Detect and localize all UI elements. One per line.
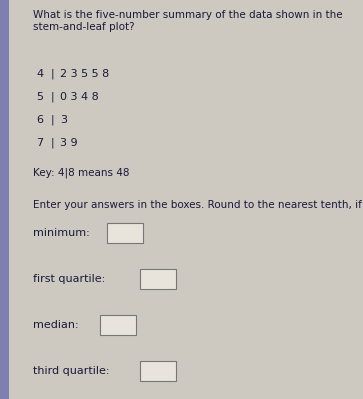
- Text: third quartile:: third quartile:: [33, 366, 109, 376]
- Text: 3 9: 3 9: [60, 138, 78, 148]
- Text: |: |: [51, 138, 54, 148]
- FancyBboxPatch shape: [140, 269, 176, 289]
- Text: median:: median:: [33, 320, 78, 330]
- Text: |: |: [51, 69, 54, 79]
- Text: 0 3 4 8: 0 3 4 8: [60, 92, 99, 102]
- Text: Key: 4|8 means 48: Key: 4|8 means 48: [33, 168, 129, 178]
- Text: 6: 6: [37, 115, 44, 125]
- FancyBboxPatch shape: [107, 223, 143, 243]
- Text: minimum:: minimum:: [33, 228, 89, 239]
- Text: 2 3 5 5 8: 2 3 5 5 8: [60, 69, 109, 79]
- Text: What is the five-number summary of the data shown in the stem-and-leaf plot?: What is the five-number summary of the d…: [33, 10, 342, 32]
- Text: |: |: [51, 92, 54, 102]
- Text: 5: 5: [37, 92, 44, 102]
- Text: 7: 7: [36, 138, 44, 148]
- Text: 3: 3: [60, 115, 67, 125]
- Text: 4: 4: [36, 69, 44, 79]
- Bar: [0, 0, 9, 399]
- FancyBboxPatch shape: [140, 361, 176, 381]
- Text: first quartile:: first quartile:: [33, 274, 105, 284]
- Text: |: |: [51, 115, 54, 125]
- Text: Enter your answers in the boxes. Round to the nearest tenth, if necessary.: Enter your answers in the boxes. Round t…: [33, 200, 363, 209]
- FancyBboxPatch shape: [100, 315, 136, 335]
